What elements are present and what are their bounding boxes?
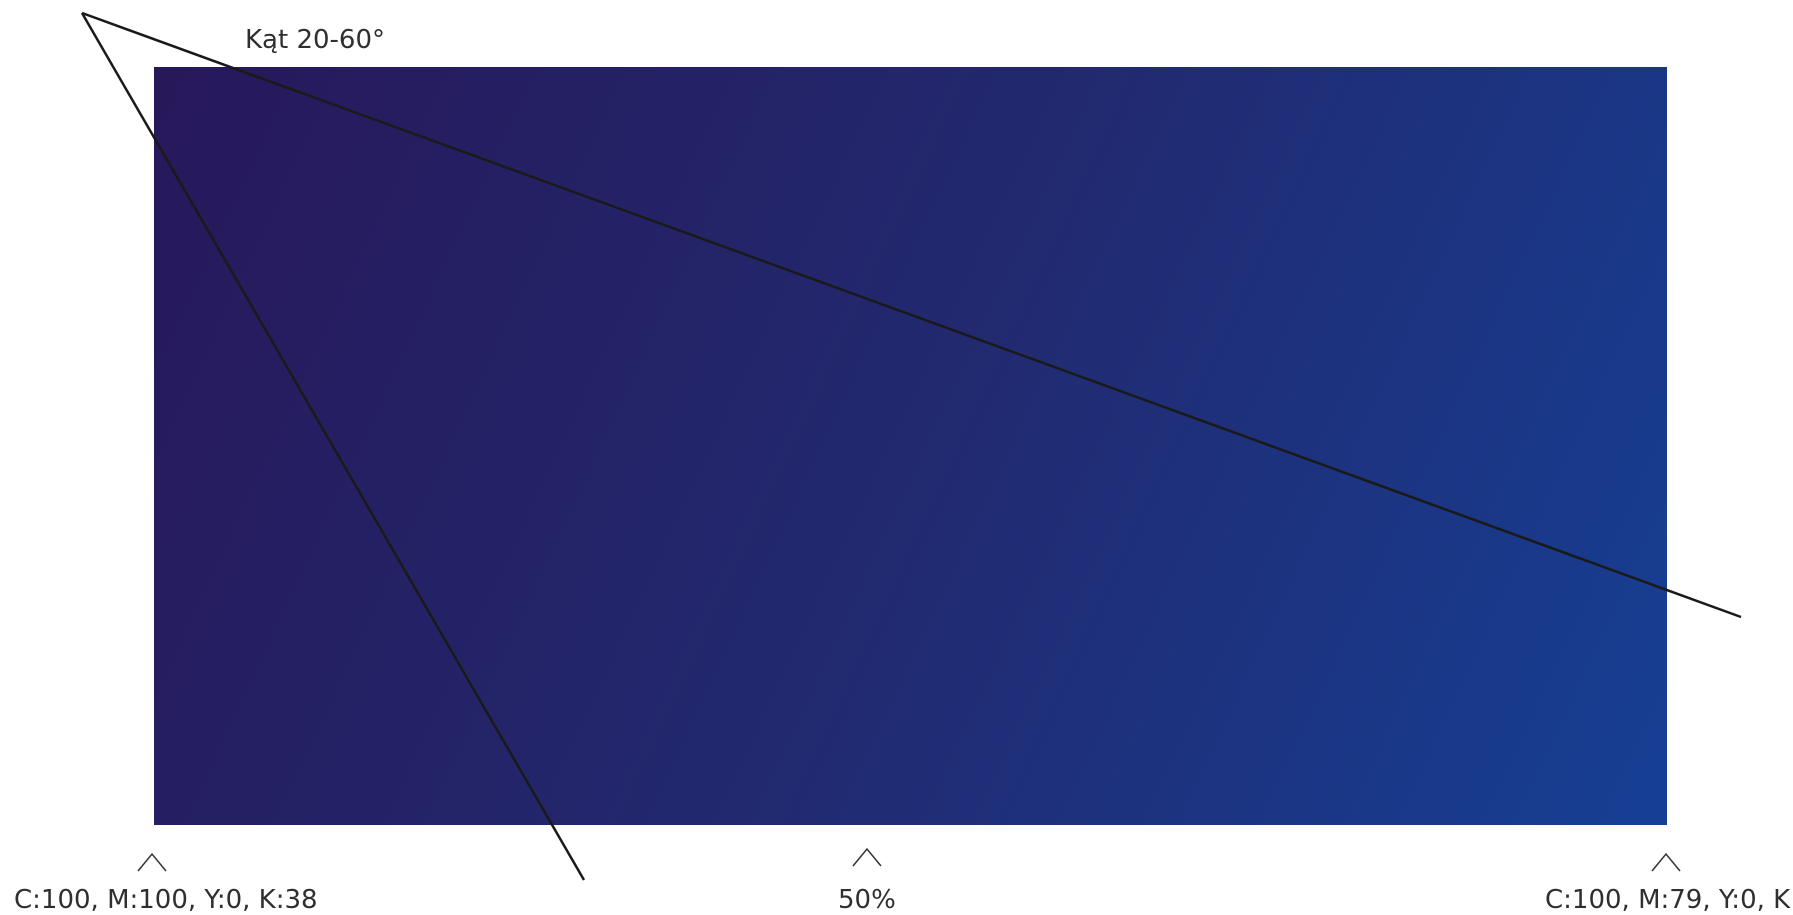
midpoint-marker[interactable]	[852, 847, 882, 867]
start-color-label: C:100, M:100, Y:0, K:38	[14, 885, 318, 915]
end-stop-marker[interactable]	[1651, 852, 1681, 872]
gradient-swatch	[154, 67, 1667, 825]
end-color-label: C:100, M:79, Y:0, K:0	[1545, 885, 1793, 915]
angle-label: Kąt 20-60°	[245, 25, 385, 55]
start-stop-marker[interactable]	[137, 852, 167, 872]
midpoint-label: 50%	[838, 885, 896, 915]
